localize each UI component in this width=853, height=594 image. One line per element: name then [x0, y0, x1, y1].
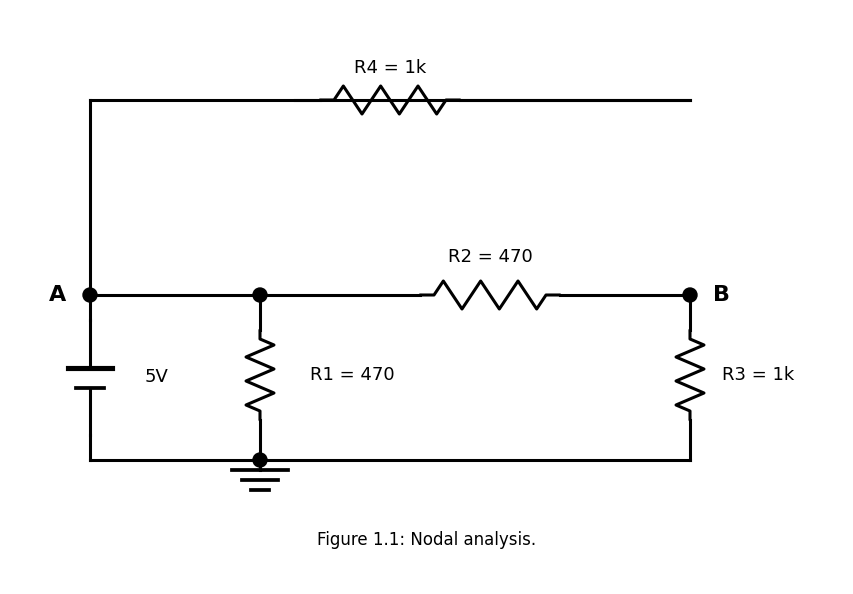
- Text: R4 = 1k: R4 = 1k: [353, 59, 426, 77]
- Circle shape: [682, 288, 696, 302]
- Text: R1 = 470: R1 = 470: [310, 366, 394, 384]
- Text: A: A: [49, 285, 67, 305]
- Text: R2 = 470: R2 = 470: [447, 248, 531, 266]
- Text: R3 = 1k: R3 = 1k: [721, 366, 793, 384]
- Circle shape: [83, 288, 97, 302]
- Circle shape: [252, 453, 267, 467]
- Text: B: B: [712, 285, 729, 305]
- Text: Figure 1.1: Nodal analysis.: Figure 1.1: Nodal analysis.: [317, 531, 536, 549]
- Circle shape: [252, 288, 267, 302]
- Text: 5V: 5V: [145, 368, 169, 387]
